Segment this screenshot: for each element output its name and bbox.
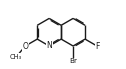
Text: CH₃: CH₃ — [10, 54, 22, 60]
Text: F: F — [96, 41, 100, 51]
Text: Br: Br — [69, 58, 77, 64]
Text: O: O — [22, 41, 28, 51]
Text: N: N — [47, 41, 52, 51]
